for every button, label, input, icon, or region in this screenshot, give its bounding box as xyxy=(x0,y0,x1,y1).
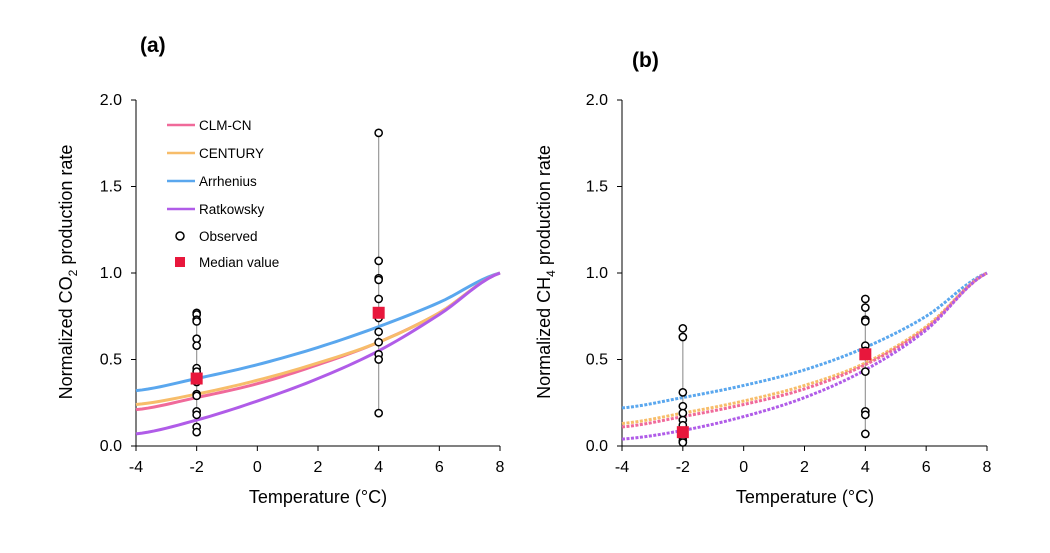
panel-b-x-axis-title: Temperature (°C) xyxy=(736,487,874,507)
legend-label-clm-cn: CLM-CN xyxy=(199,118,252,133)
panel-a-y-title-tail: production rate xyxy=(56,145,76,270)
panel-a-observed-point xyxy=(374,408,384,418)
panel-a-curve-ratkowsky xyxy=(135,271,501,436)
panel-b-median-marker xyxy=(676,426,689,439)
panel-b-y-tick-label: 2.0 xyxy=(586,92,608,109)
panel-a-observed-point xyxy=(192,410,202,420)
panel-b-plot: -4 -2 0 2 4 6 8 0.0 0.5 1.0 1.5 2.0 xyxy=(586,92,992,476)
panel-a-x-tick-label: 2 xyxy=(314,459,323,476)
panel-a-x-tick-label: 8 xyxy=(496,459,505,476)
panel-a-observed-point xyxy=(374,275,384,285)
panel-a-curve-century xyxy=(135,271,501,406)
panel-a-observed-point xyxy=(374,294,384,304)
panel-a-observed-point xyxy=(374,355,384,364)
panel-a-curve-arrhenius xyxy=(135,271,501,393)
panel-a: (a) -4 -2 0 2 4 6 8 0.0 0.5 1.0 1.5 2.0 Temperature… xyxy=(56,34,505,507)
panel-a-observed-point xyxy=(192,334,202,344)
panel-a-median-marker xyxy=(372,306,385,319)
legend-label-arrhenius: Arrhenius xyxy=(199,174,257,189)
panel-b-y-title-sub: 4 xyxy=(544,270,558,277)
panel-b-x-tick-label: 8 xyxy=(983,459,992,476)
panel-b-y-title-main: Normalized CH xyxy=(534,277,554,399)
panel-a-x-axis-title: Temperature (°C) xyxy=(249,487,387,507)
panel-b-y-tick-label: 0.5 xyxy=(586,352,608,369)
panel-a-observed-point xyxy=(192,427,202,437)
panel-a-y-axis-title: Normalized CO2 production rate xyxy=(56,145,80,400)
legend-marker-observed xyxy=(175,231,185,241)
panel-b-y-axis-title: Normalized CH4 production rate xyxy=(534,145,558,399)
panel-a-curve-clm_cn xyxy=(135,271,501,412)
panel-b-curve-century xyxy=(621,271,988,426)
panel-a-observed-point xyxy=(192,391,202,401)
panel-a-median-marker xyxy=(190,372,203,385)
panel-b-observed-point xyxy=(860,367,870,376)
panel-b-observed-point xyxy=(678,408,688,418)
panel-a-x-tick-label: 0 xyxy=(253,459,262,476)
panel-a-observed-point xyxy=(374,256,384,266)
legend-label-century: CENTURY xyxy=(199,146,264,161)
panel-b-observed-point xyxy=(678,324,688,333)
legend: CLM-CN CENTURY Arrhenius Ratkowsky Obser… xyxy=(167,118,279,270)
panel-b-observed-point xyxy=(860,294,870,304)
panel-a-y-title-sub: 2 xyxy=(66,269,80,276)
panel-b-x-tick-label: 0 xyxy=(739,459,748,476)
panel-b-observed-point xyxy=(678,332,688,342)
panel-a-y-tick-label: 0.0 xyxy=(100,438,122,455)
panel-a-y-title-main: Normalized CO xyxy=(56,276,76,399)
panel-a-y-tick-label: 2.0 xyxy=(100,92,122,109)
panel-b-y-tick-label: 1.5 xyxy=(586,179,608,196)
legend-label-median: Median value xyxy=(199,255,279,270)
panel-a-observed-point xyxy=(374,128,384,138)
panel-b-curve-clm_cn xyxy=(621,271,988,429)
panel-b-x-tick-label: 6 xyxy=(922,459,931,476)
legend-marker-median xyxy=(175,257,185,267)
panel-b: (b) -4 -2 0 2 4 6 8 0.0 0.5 1.0 1.5 2.0 Temperature… xyxy=(534,49,992,507)
panel-a-x-tick-label: 4 xyxy=(374,459,383,476)
panel-a-y-tick-label: 0.5 xyxy=(100,352,122,369)
panel-a-observed-point xyxy=(374,337,384,347)
panel-a-x-tick-label: -2 xyxy=(190,459,204,476)
panel-a-label: (a) xyxy=(140,34,166,57)
panel-a-x-tick-label: 6 xyxy=(435,459,444,476)
panel-b-x-tick-label: -4 xyxy=(615,459,629,476)
panel-b-y-title-tail: production rate xyxy=(534,145,554,270)
panel-b-observed-point xyxy=(678,438,688,447)
panel-b-observed-point xyxy=(860,429,870,439)
panel-a-plot: -4 -2 0 2 4 6 8 0.0 0.5 1.0 1.5 2.0 xyxy=(100,92,505,476)
legend-label-observed: Observed xyxy=(199,229,258,244)
panel-b-observed-point xyxy=(860,317,870,326)
panel-b-x-tick-label: -2 xyxy=(676,459,690,476)
panel-b-median-marker xyxy=(859,348,872,361)
panel-b-observed-point xyxy=(678,388,688,397)
panel-b-observed-point xyxy=(860,410,870,420)
panel-b-observed-point xyxy=(678,401,688,411)
panel-a-y-tick-label: 1.0 xyxy=(100,265,122,282)
panel-b-y-tick-label: 1.0 xyxy=(586,265,608,282)
legend-label-ratkowsky: Ratkowsky xyxy=(199,202,265,217)
panel-b-x-tick-label: 2 xyxy=(800,459,809,476)
panel-a-observed-point xyxy=(374,327,384,337)
panel-b-label: (b) xyxy=(632,49,659,72)
panel-a-y-tick-label: 1.5 xyxy=(100,179,122,196)
panel-a-observed-point xyxy=(192,341,202,351)
panel-b-y-tick-label: 0.0 xyxy=(586,438,608,455)
panel-b-curve-arrhenius xyxy=(621,271,988,410)
panel-b-observed-point xyxy=(860,303,870,312)
panel-a-observed-point xyxy=(192,317,202,326)
panel-a-x-tick-label: -4 xyxy=(129,459,143,476)
panel-b-x-tick-label: 4 xyxy=(861,459,870,476)
